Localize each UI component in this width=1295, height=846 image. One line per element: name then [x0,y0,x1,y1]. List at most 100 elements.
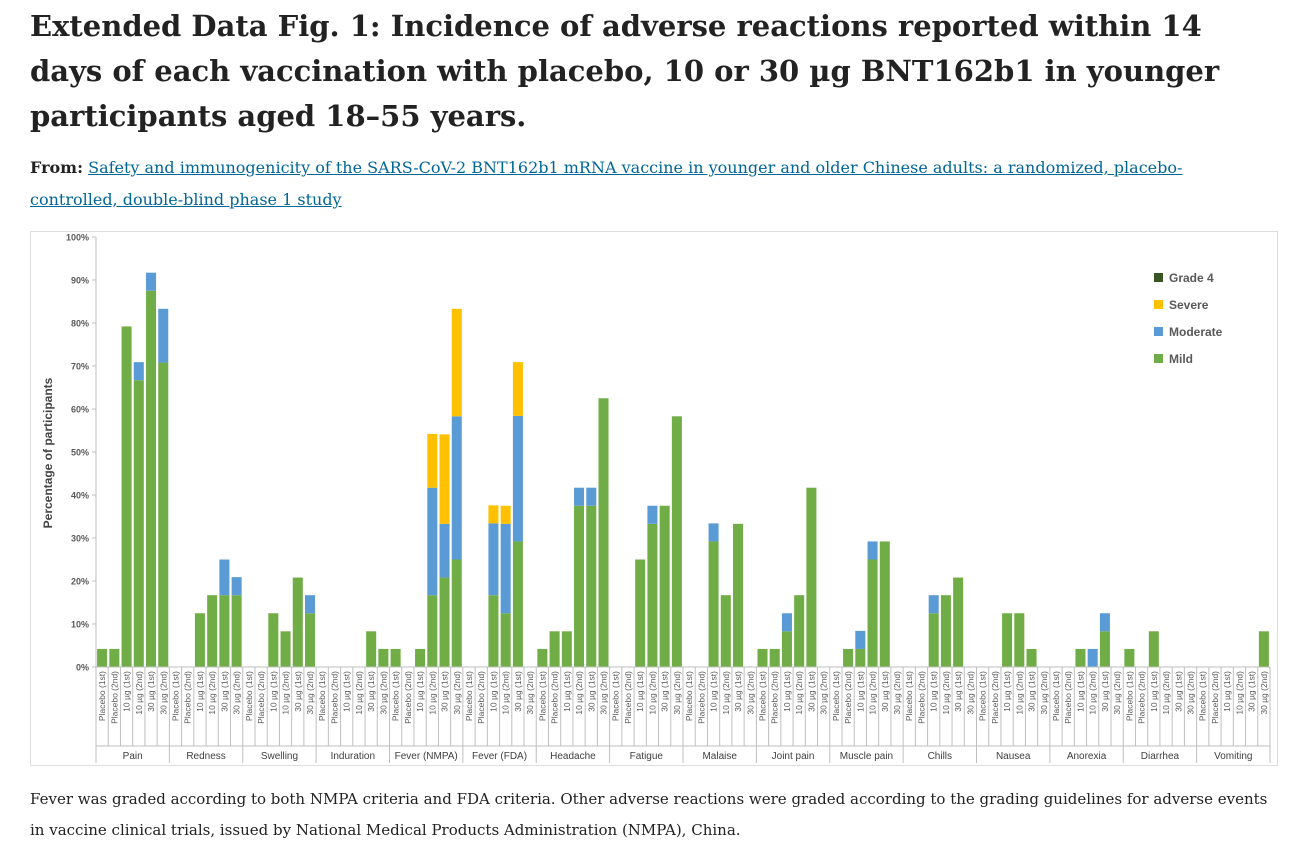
x-group-label: Redness [186,751,225,762]
legend-label: Severe [1169,298,1209,312]
bar-segment-mild [305,613,316,667]
x-tick-label: 10 µg (2nd) [1088,671,1098,715]
x-tick-label: Placebo (2nd) [696,671,706,724]
legend-label: Mild [1169,352,1193,366]
y-tick-label: 30% [71,534,89,544]
chart-frame [30,231,1278,766]
x-tick-label: 30 µg (1st) [953,671,963,712]
x-tick-label: 10 µg (2nd) [868,671,878,715]
bar-segment-severe [439,434,450,524]
x-tick-label: 10 µg (1st) [1222,671,1232,712]
bar-segment-moderate [427,487,438,596]
x-tick-label: 10 µg (1st) [1002,671,1012,712]
bar-segment-moderate [133,362,144,381]
x-tick-label: 30 µg (2nd) [745,671,755,715]
x-group-label: Chills [928,751,952,762]
bar-segment-mild [488,595,499,667]
x-tick-label: Placebo (1st) [904,671,914,721]
x-tick-label: 10 µg (2nd) [134,671,144,715]
chart-container: 0% 10% 20% 30% 40% 50% 60% 70% 80% 90% 100% Placeb… [30,231,1278,766]
bar-segment-moderate [451,416,462,560]
bar-segment-moderate [158,308,169,363]
x-tick-label: 30 µg (2nd) [819,671,829,715]
x-group-label: Diarrhea [1141,751,1180,762]
bar-segment-severe [512,362,523,416]
x-tick-label: 10 µg (2nd) [354,671,364,715]
x-group-label: Malaise [702,751,737,762]
x-tick-label: 30 µg (2nd) [672,671,682,715]
legend-swatch [1154,327,1163,336]
bar-segment-moderate [305,595,316,614]
x-tick-label: 30 µg (1st) [1173,671,1183,712]
x-tick-label: Placebo (2nd) [476,671,486,724]
x-tick-label: 30 µg (2nd) [305,671,315,715]
source-article-link[interactable]: Safety and immunogenicity of the SARS-Co… [30,158,1183,209]
bar-segment-moderate [1099,613,1110,632]
x-tick-label: 10 µg (2nd) [1014,671,1024,715]
bar-segment-severe [427,433,438,488]
bar-segment-mild [733,523,744,667]
x-tick-label: 30 µg (1st) [440,671,450,712]
bar-segment-mild [439,577,450,667]
bar-segment-moderate [219,559,230,596]
bar-segment-mild [97,648,108,667]
x-tick-label: Placebo (2nd) [990,671,1000,724]
bar-segment-mild [806,487,817,667]
x-tick-label: 30 µg (2nd) [1112,671,1122,715]
y-tick-label: 60% [71,405,89,415]
bar-segment-mild [378,648,389,667]
y-tick-label: 100% [66,233,89,243]
x-tick-label: 10 µg (2nd) [1234,671,1244,715]
bar-segment-moderate [439,523,450,578]
bar-segment-mild [512,541,523,667]
bar-segment-moderate [574,487,585,506]
x-tick-label: 10 µg (2nd) [941,671,951,715]
bar-segment-mild [843,648,854,667]
y-axis-label: Percentage of participants [41,377,55,528]
x-group-label: Fever (FDA) [472,751,527,762]
bar-segment-mild [219,595,230,667]
x-tick-label: Placebo (2nd) [109,671,119,724]
bar-segment-mild [549,631,560,667]
x-group-label: Fatigue [630,751,664,762]
x-tick-label: Placebo (2nd) [550,671,560,724]
x-tick-label: 30 µg (1st) [146,671,156,712]
bar-segment-mild [720,595,731,667]
x-tick-label: 10 µg (2nd) [1161,671,1171,715]
x-tick-label: Placebo (1st) [611,671,621,721]
x-tick-label: 30 µg (2nd) [525,671,535,715]
bar-segment-mild [1002,613,1013,667]
y-tick-label: 40% [71,491,89,501]
legend: Grade 4 Severe Moderate Mild [1154,271,1223,366]
x-tick-label: 30 µg (1st) [880,671,890,712]
x-tick-label: 30 µg (2nd) [892,671,902,715]
bar-segment-mild [207,595,218,667]
x-tick-label: 30 µg (2nd) [232,671,242,715]
x-group-label: Headache [550,751,596,762]
x-tick-label: Placebo (1st) [978,671,988,721]
x-tick-label: Placebo (2nd) [916,671,926,724]
x-tick-label: 30 µg (1st) [366,671,376,712]
y-tick-label: 90% [71,276,89,286]
x-tick-label: Placebo (2nd) [770,671,780,724]
bar-segment-mild [231,595,242,667]
bar-segment-mild [708,541,719,667]
x-tick-label: 30 µg (2nd) [1259,671,1269,715]
bar-segment-mild [769,648,780,667]
x-tick-label: 10 µg (1st) [1075,671,1085,712]
bar-segment-mild [855,648,866,667]
x-tick-label: Placebo (1st) [831,671,841,721]
bar-segment-mild [1026,648,1037,667]
x-tick-label: 10 µg (2nd) [794,671,804,715]
bar-segment-moderate [586,487,597,506]
x-tick-label: 10 µg (2nd) [281,671,291,715]
x-axis: Placebo (1st) Placebo (2nd) 10 µg (1st) 10 … [95,666,1271,763]
x-tick-label: Placebo (2nd) [329,671,339,724]
bar-segment-moderate [867,541,878,560]
bar-segment-severe [500,505,511,524]
bar-segment-mild [757,648,768,667]
figure-caption: Fever was graded according to both NMPA … [30,790,1268,839]
bar-segment-mild [940,595,951,667]
x-tick-label: Placebo (1st) [170,671,180,721]
bar-segment-moderate [512,415,523,542]
